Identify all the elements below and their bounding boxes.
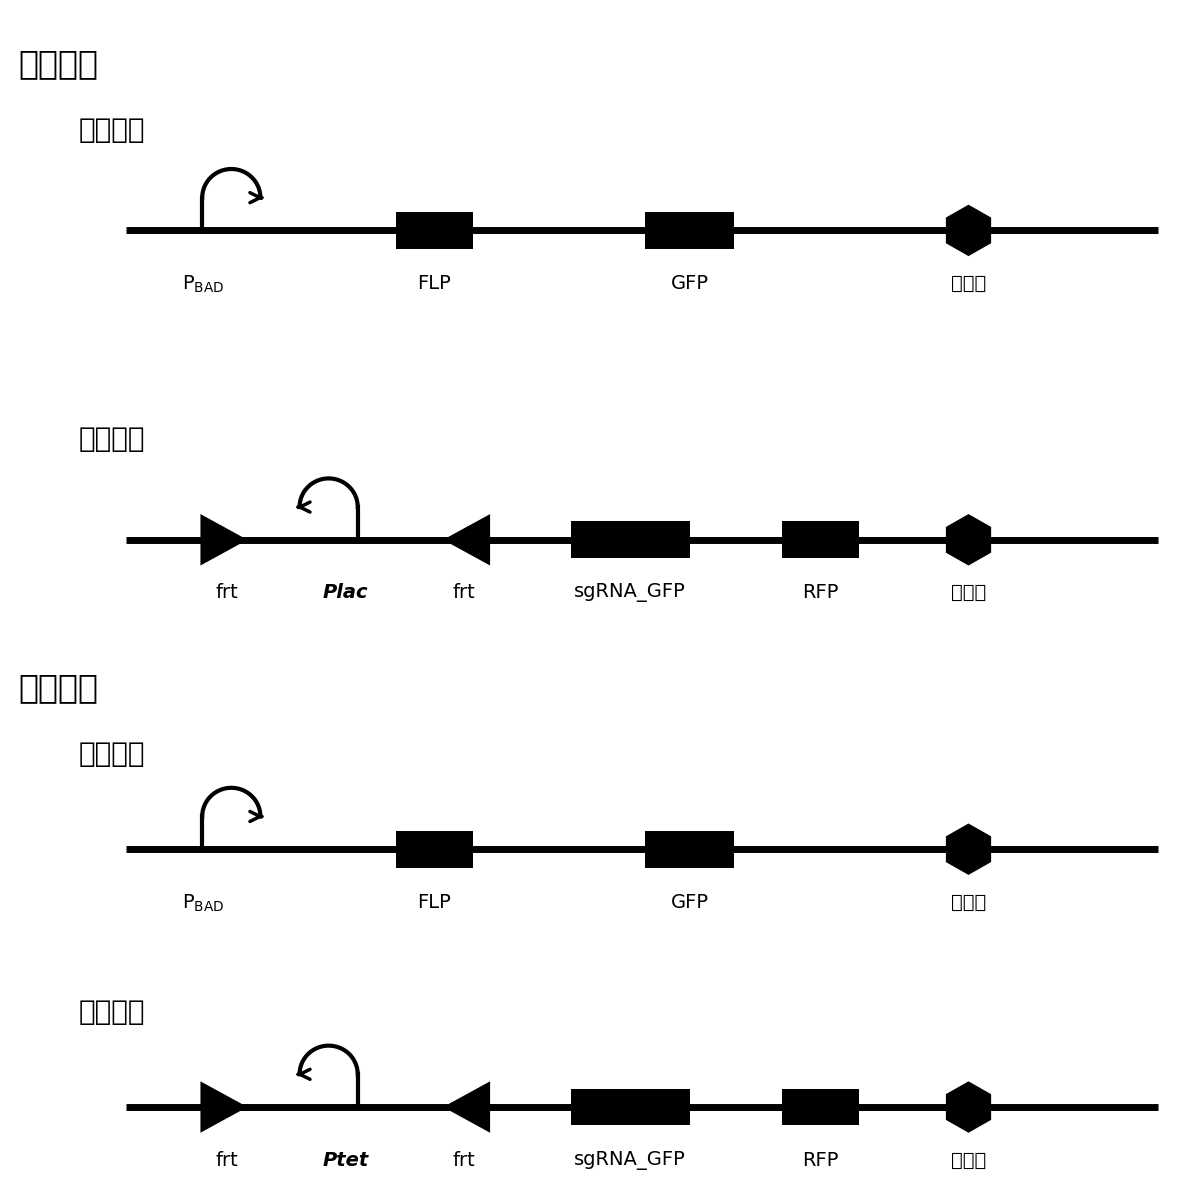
Text: 第三线路: 第三线路 — [78, 740, 144, 769]
Text: 第一线路: 第一线路 — [78, 115, 144, 144]
Text: 第四线路: 第四线路 — [78, 998, 144, 1026]
Polygon shape — [946, 1082, 991, 1132]
Polygon shape — [201, 514, 247, 565]
Polygon shape — [946, 824, 991, 875]
Text: P$_{\mathregular{BAD}}$: P$_{\mathregular{BAD}}$ — [181, 892, 225, 915]
Polygon shape — [946, 514, 991, 565]
Text: 第二细胞: 第二细胞 — [19, 672, 98, 705]
Polygon shape — [443, 514, 490, 565]
Text: 终止子: 终止子 — [951, 584, 986, 603]
Polygon shape — [443, 1082, 490, 1132]
Text: FLP: FLP — [418, 892, 452, 912]
Text: 终止子: 终止子 — [951, 892, 986, 912]
Bar — [782, 521, 859, 558]
Text: RFP: RFP — [802, 1151, 838, 1170]
Text: RFP: RFP — [802, 584, 838, 603]
Text: Ptet: Ptet — [322, 1151, 369, 1170]
Text: frt: frt — [453, 584, 476, 603]
Text: sgRNA_GFP: sgRNA_GFP — [574, 584, 686, 603]
Bar — [645, 831, 734, 867]
Text: 终止子: 终止子 — [951, 1151, 986, 1170]
Text: frt: frt — [215, 584, 238, 603]
Bar — [645, 212, 734, 248]
Bar — [395, 212, 473, 248]
Text: 第一细胞: 第一细胞 — [19, 47, 98, 80]
Text: GFP: GFP — [670, 274, 709, 293]
Text: frt: frt — [453, 1151, 476, 1170]
Text: GFP: GFP — [670, 892, 709, 912]
Text: FLP: FLP — [418, 274, 452, 293]
Text: P$_{\mathregular{BAD}}$: P$_{\mathregular{BAD}}$ — [181, 274, 225, 295]
Text: 终止子: 终止子 — [951, 274, 986, 293]
Bar — [570, 521, 689, 558]
Text: sgRNA_GFP: sgRNA_GFP — [574, 1151, 686, 1170]
Bar — [395, 831, 473, 867]
Bar — [570, 1089, 689, 1125]
Text: frt: frt — [215, 1151, 238, 1170]
Text: Plac: Plac — [323, 584, 368, 603]
Polygon shape — [201, 1082, 247, 1132]
Text: 第二线路: 第二线路 — [78, 425, 144, 453]
Polygon shape — [946, 205, 991, 257]
Bar — [782, 1089, 859, 1125]
